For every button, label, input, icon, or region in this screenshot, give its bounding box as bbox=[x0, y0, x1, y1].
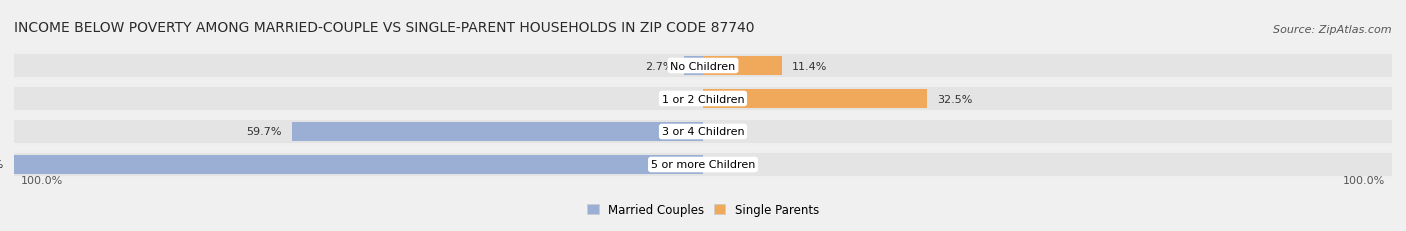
Text: 11.4%: 11.4% bbox=[792, 61, 827, 71]
Bar bbox=[14, 85, 1392, 113]
Bar bbox=[14, 55, 1392, 77]
Text: 3 or 4 Children: 3 or 4 Children bbox=[662, 127, 744, 137]
Text: INCOME BELOW POVERTY AMONG MARRIED-COUPLE VS SINGLE-PARENT HOUSEHOLDS IN ZIP COD: INCOME BELOW POVERTY AMONG MARRIED-COUPL… bbox=[14, 21, 755, 35]
Text: 1 or 2 Children: 1 or 2 Children bbox=[662, 94, 744, 104]
Bar bbox=[14, 88, 1392, 110]
Text: 2.7%: 2.7% bbox=[645, 61, 673, 71]
Text: 100.0%: 100.0% bbox=[21, 175, 63, 185]
Bar bbox=[14, 121, 1392, 143]
Bar bbox=[14, 118, 1392, 146]
Bar bbox=[14, 155, 703, 175]
Text: 0.0%: 0.0% bbox=[717, 127, 745, 137]
Text: 0.0%: 0.0% bbox=[717, 160, 745, 170]
Text: 5 or more Children: 5 or more Children bbox=[651, 160, 755, 170]
Text: 100.0%: 100.0% bbox=[0, 160, 4, 170]
Bar bbox=[14, 154, 1392, 176]
Text: 32.5%: 32.5% bbox=[938, 94, 973, 104]
Bar bbox=[14, 52, 1392, 81]
Bar bbox=[685, 56, 703, 76]
Bar bbox=[703, 56, 782, 76]
Text: No Children: No Children bbox=[671, 61, 735, 71]
Text: 100.0%: 100.0% bbox=[1343, 175, 1385, 185]
Text: 0.0%: 0.0% bbox=[661, 94, 689, 104]
Bar bbox=[291, 122, 703, 142]
Bar bbox=[14, 150, 1392, 179]
Text: Source: ZipAtlas.com: Source: ZipAtlas.com bbox=[1274, 25, 1392, 35]
Bar bbox=[703, 89, 927, 109]
Legend: Married Couples, Single Parents: Married Couples, Single Parents bbox=[586, 203, 820, 216]
Text: 59.7%: 59.7% bbox=[246, 127, 281, 137]
